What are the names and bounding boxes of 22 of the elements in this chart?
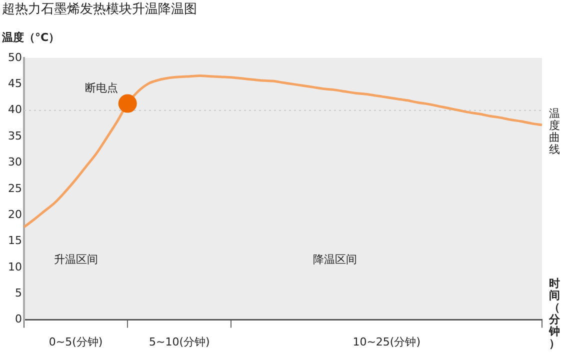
- series-label: 温度曲线: [548, 107, 561, 156]
- chart-title: 超热力石墨烯发热模块升温降温图: [2, 1, 197, 18]
- annotation: 断电点: [85, 81, 118, 94]
- y-tick-label: 15: [8, 234, 22, 248]
- x-tick-label: 5~10(分钟): [149, 335, 210, 348]
- line-series: [22, 74, 544, 228]
- y-tick-label: 45: [8, 77, 22, 90]
- annotation: 降温区间: [312, 252, 357, 266]
- x-axis-title: 时间（分钟）: [548, 277, 561, 350]
- y-tick-label: 35: [8, 129, 22, 142]
- y-tick-label: 20: [8, 208, 22, 221]
- annotation: 升温区间: [54, 252, 98, 266]
- y-tick-label: 50: [8, 50, 22, 64]
- x-tick-label: 10~25(分钟): [352, 335, 420, 348]
- y-tick-label: 30: [8, 156, 22, 169]
- x-tick-label: 0~5(分钟): [48, 335, 103, 348]
- y-tick-label: 5: [15, 286, 22, 300]
- y-tick-label: 0: [15, 312, 22, 326]
- y-axis-title: 温度（°C）: [2, 30, 60, 45]
- y-tick-label: 40: [8, 103, 22, 116]
- y-tick-label: 25: [8, 182, 22, 195]
- y-tick-label: 10: [8, 260, 22, 274]
